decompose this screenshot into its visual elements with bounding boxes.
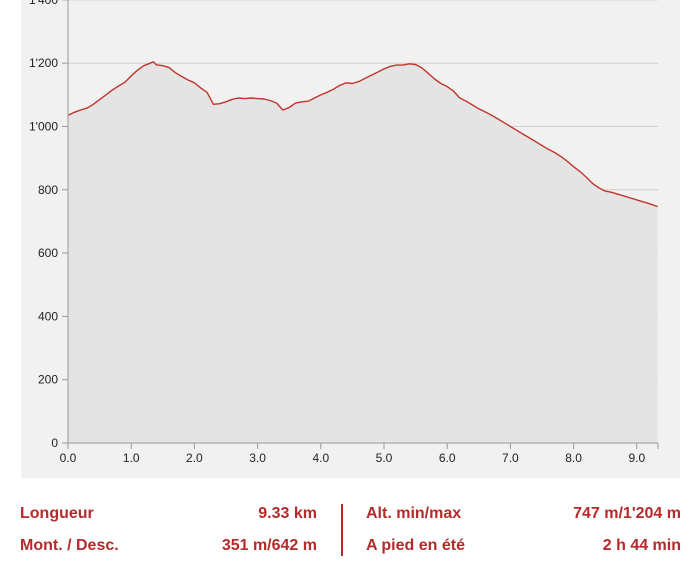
x-tick-label: 9.0 [628, 451, 645, 465]
axes [62, 0, 659, 449]
length-row: Longueur 9.33 km [20, 503, 317, 525]
y-tick-label: 800 [38, 183, 58, 197]
y-tick-labels: 0 200 400 600 800 1'000 1'200 1'400 [29, 0, 58, 450]
altitude-row: Alt. min/max 747 m/1'204 m [366, 503, 681, 525]
walk-label: A pied en été [366, 537, 465, 554]
x-tick-label: 2.0 [186, 451, 203, 465]
x-tick-label: 6.0 [439, 451, 456, 465]
x-tick-label: 8.0 [565, 451, 582, 465]
y-tick-label: 1'200 [29, 56, 58, 70]
x-tick-label: 3.0 [249, 451, 266, 465]
elevation-area [68, 61, 658, 444]
updown-row: Mont. / Desc. 351 m/642 m [20, 535, 317, 557]
updown-label: Mont. / Desc. [20, 537, 119, 554]
x-tick-label: 5.0 [376, 451, 393, 465]
y-tick-label: 600 [38, 246, 58, 260]
x-tick-label: 4.0 [312, 451, 329, 465]
y-tick-label: 200 [38, 373, 58, 387]
altitude-value: 747 m/1'204 m [573, 505, 681, 522]
x-tick-label: 1.0 [123, 451, 140, 465]
y-tick-label: 0 [51, 436, 58, 450]
x-tick-label: 7.0 [502, 451, 519, 465]
area-layer [67, 61, 658, 444]
updown-value: 351 m/642 m [221, 537, 317, 554]
walk-row: A pied en été 2 h 44 min [366, 535, 681, 557]
length-value: 9.33 km [258, 505, 317, 522]
x-tick-label: 0.0 [60, 451, 77, 465]
y-tick-label: 400 [38, 309, 58, 323]
y-tick-label: 1'400 [29, 0, 58, 7]
stats-divider [341, 504, 343, 556]
walk-value: 2 h 44 min [602, 537, 681, 554]
altitude-label: Alt. min/max [366, 505, 462, 522]
length-label: Longueur [20, 505, 94, 522]
elevation-line [67, 61, 658, 208]
elevation-chart: 0 200 400 600 800 1'000 1'200 1'400 0.0 1.0 2.0 3.… [29, 0, 659, 465]
y-tick-label: 1'000 [29, 120, 58, 134]
x-tick-labels: 0.0 1.0 2.0 3.0 4.0 5.0 6.0 7.0 8.0 9.0 [60, 451, 646, 465]
